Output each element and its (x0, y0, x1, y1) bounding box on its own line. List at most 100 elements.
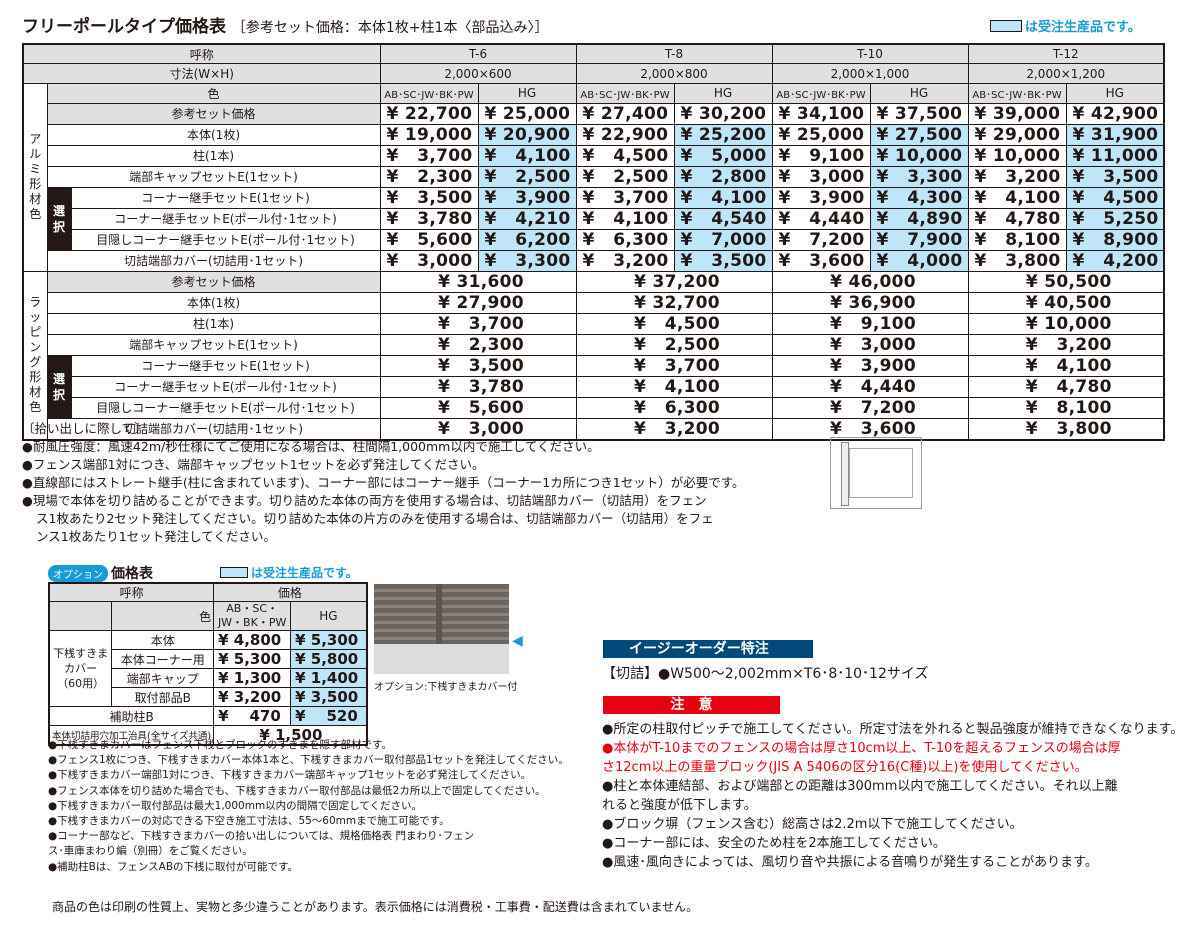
model-T-12: T-12 (967, 43, 1165, 65)
table-row: 端部キャップセットE(1セット) ¥ 2,300 ¥ 2,500 ¥ 2,500 ¥ 2… (23, 165, 1165, 188)
header-size: 寸法(W×H) (22, 63, 381, 85)
legend-swatch (220, 567, 248, 578)
price-hg: ¥ 25,200 (673, 123, 773, 146)
item-label: コーナー継手セットE(ポール付･1セット) (70, 375, 381, 398)
easy-order-title: イージーオーダー特注 (603, 640, 813, 658)
arrow-left-icon: ◀ (512, 633, 523, 649)
price-hg: ¥ 6,200 (477, 228, 577, 251)
price: ¥ 6,300 (575, 228, 675, 251)
price-hg: ¥ 3,300 (869, 165, 969, 188)
price-hg: ¥ 10,000 (869, 144, 969, 167)
item-label: 端部キャップセットE(1セット) (46, 165, 381, 188)
price: ¥ 1,300 (213, 668, 292, 688)
price: ¥ 4,100 (575, 375, 773, 398)
row-name: 本体 (111, 630, 215, 650)
note-item: ●所定の柱取付ピッチで施工してください。所定寸法を外れると製品強度が維持できなく… (602, 722, 1184, 737)
option-title: 価格表 (111, 566, 153, 582)
price-hg: ¥ 4,210 (477, 207, 577, 230)
legend-text: は受注生産品です。 (1025, 20, 1141, 35)
price-hg: ¥ 25,000 (477, 102, 577, 125)
note-item: れると強度が低下します。 (602, 798, 757, 813)
table-row: コーナー継手セットE(ポール付･1セット) ¥ 3,780 ¥ 4,100 ¥ 4,4… (23, 375, 1165, 398)
price: ¥ 3,200 (967, 333, 1165, 356)
price: ¥ 3,500 (379, 186, 479, 209)
option-badge: オプション (48, 564, 108, 582)
model-T-8: T-8 (575, 43, 773, 65)
item-label: 参考セット価格 (46, 270, 381, 293)
ordering-notes: 〔拾い出しに際して〕 ●耐風圧強度：風速42m/秒仕様にてご使用になる場合は、柱… (22, 420, 744, 546)
table-row: 選択 コーナー継手セットE(1セット) ¥ 3,500 ¥ 3,900 ¥ 3,700 ¥… (23, 186, 1165, 251)
price: ¥ 2,500 (575, 165, 675, 188)
price: ¥ 32,700 (575, 291, 773, 314)
header-color: 色 (46, 83, 381, 104)
item-label: 柱(1本) (46, 144, 381, 167)
row-name: 取付部品B (111, 687, 215, 707)
table-row: コーナー継手セットE(ポール付･1セット) ¥ 3,780 ¥ 4,210 ¥ 4,1… (23, 207, 1165, 230)
price: ¥ 2,300 (379, 165, 479, 188)
note-item: ス1枚あたり2セット発注してください。切り詰めた本体の片方のみを使用する場合は、… (36, 511, 714, 526)
price-hg: ¥ 27,500 (869, 123, 969, 146)
group-label: ラッピング形材色 (22, 270, 48, 441)
price: ¥ 3,700 (379, 144, 479, 167)
note-item: ●本体がT-10までのフェンスの場合は厚さ10cm以上、T-10を超えるフェンス… (602, 741, 1121, 756)
price-hg: ¥ 1,400 (290, 668, 368, 688)
price: ¥ 2,500 (575, 333, 773, 356)
price: ¥ 4,500 (575, 144, 675, 167)
price: ¥ 3,000 (379, 249, 479, 272)
price-hg: ¥ 8,900 (1065, 228, 1165, 251)
price: ¥ 3,900 (771, 186, 871, 209)
color-col-hg: HG (1065, 83, 1165, 104)
price: ¥ 3,000 (771, 165, 871, 188)
note-item: ●風速･風向きによっては、風切り音や共振による音鳴りが発生することがあります。 (602, 855, 1098, 870)
item-label: 本体(1枚) (46, 291, 381, 314)
price-hg: ¥ 30,200 (673, 102, 773, 125)
note-item: ス･車庫まわり編（別冊）をご覧ください。 (48, 845, 253, 858)
price-hg: ¥ 3,900 (477, 186, 577, 209)
caution-title: 注 意 (603, 696, 780, 714)
note-item: ●下桟すきまカバーの対応できる下空き施工寸法は、55～60mmまで施工可能です。 (48, 815, 450, 828)
price: ¥ 5,300 (213, 649, 292, 669)
size: 2,000×1,000 (771, 63, 969, 85)
table-row: 端部キャップセットE(1セット) ¥ 2,300 ¥ 2,500 ¥ 3,000 ¥ 3… (23, 333, 1165, 356)
price-table: 呼称 T-6 T-8 T-10 T-12 寸法(W×H) 2,000×600 2,000×80… (22, 43, 1165, 441)
panel-shape (849, 448, 913, 498)
item-label: 切詰端部カバー(切詰用･1セット) (46, 249, 381, 272)
price: ¥ 5,600 (379, 228, 479, 251)
price: ¥ 9,100 (771, 144, 871, 167)
header-price: 価格 (213, 582, 368, 602)
size: 2,000×600 (379, 63, 577, 85)
price: ¥ 27,400 (575, 102, 675, 125)
item-label: 柱(1本) (46, 312, 381, 335)
price: ¥ 5,600 (379, 396, 577, 419)
price-hg: ¥ 5,800 (290, 649, 368, 669)
table-row: 目隠しコーナー継手セットE(ポール付･1セット) ¥ 5,600 ¥ 6,300 ¥ … (23, 396, 1165, 419)
note-item: ●下桟すきまカバー取付部品は最大1,000mm以内の間隔で固定してください。 (48, 799, 423, 812)
price: ¥ 50,500 (967, 270, 1165, 293)
photo-caption: オプション:下桟すきまカバー付 (374, 682, 518, 693)
photo-block (374, 644, 509, 674)
header-name: 呼称 (22, 43, 381, 65)
caution-notes: ●所定の柱取付ピッチで施工してください。所定寸法を外れると製品強度が維持できなく… (602, 720, 1183, 872)
price: ¥ 8,100 (967, 228, 1067, 251)
note-item: さ12cm以上の重量ブロック(JIS A 5406の区分16(C種)以上)を使用… (602, 760, 1088, 775)
price: ¥ 10,000 (967, 144, 1067, 167)
price: ¥ 22,900 (575, 123, 675, 146)
color-col-hg: HG (869, 83, 969, 104)
price: ¥ 31,600 (379, 270, 577, 293)
price-hg: ¥ 4,100 (477, 144, 577, 167)
select-label: 選択 (46, 186, 72, 251)
price: ¥ 4,800 (213, 630, 292, 650)
option-group: 下桟すきまカバー（60用） (48, 630, 113, 707)
price-hg: ¥ 5,000 (673, 144, 773, 167)
price-hg: ¥ 520 (290, 706, 368, 726)
price: ¥ 22,700 (379, 102, 479, 125)
item-label: 切詰端部カバー(切詰用･1セット) (46, 417, 381, 441)
price: ¥ 3,700 (575, 354, 773, 377)
price: ¥ 36,900 (771, 291, 969, 314)
note-item: ●柱と本体連結部、および端部との距離は300mm以内で施工してください。それ以上… (602, 779, 1118, 794)
color-col: AB･SC･JW･BK･PW (771, 83, 871, 104)
price-hg: ¥ 4,000 (869, 249, 969, 272)
note-item: ●フェンス1枚につき、下桟すきまカバー本体1本と、下桟すきまカバー取付部品1セッ… (48, 754, 569, 767)
price: ¥ 34,100 (771, 102, 871, 125)
item-label: コーナー継手セットE(ポール付･1セット) (70, 207, 381, 230)
